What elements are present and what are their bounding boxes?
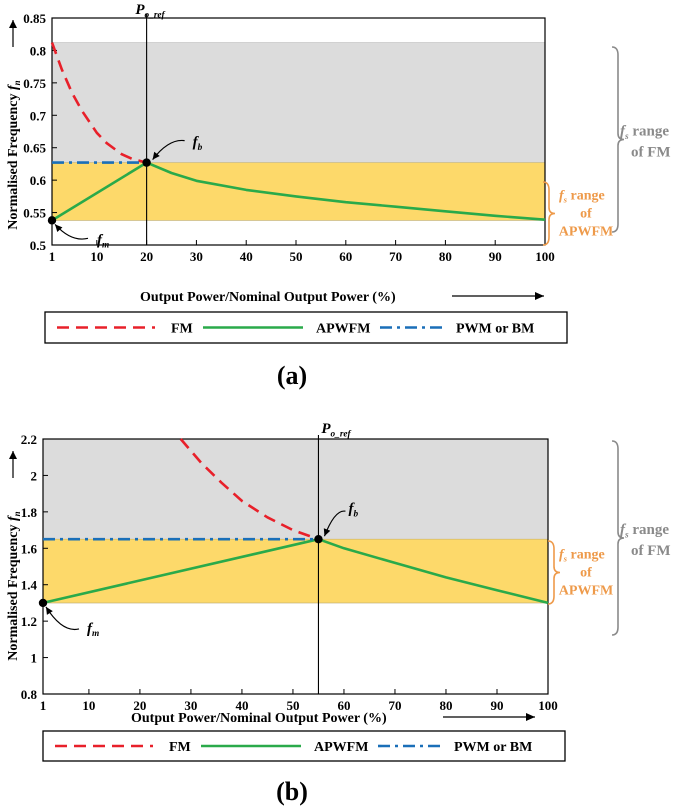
- legend-fm-label: FM: [171, 322, 193, 337]
- legend-fm-label: FM: [169, 740, 191, 755]
- panel-label: (a): [277, 361, 307, 390]
- y-tick-label: 0.7: [30, 108, 47, 123]
- x-tick-label: 80: [439, 698, 452, 713]
- legend-pwm-bm-label: PWM or BM: [454, 740, 532, 755]
- x-tick-label: 50: [290, 249, 303, 264]
- apwfm-line: [51, 161, 546, 222]
- apwfm-fs-band: [51, 162, 546, 221]
- fs-apwfm-label-line2: of: [580, 207, 592, 222]
- y-axis-label-group: Normalised Frequency fn: [6, 20, 22, 230]
- x-tick-label: 70: [389, 249, 402, 264]
- x-tick-label: 20: [140, 249, 153, 264]
- fs-apwfm-label-line3: APWFM: [559, 225, 613, 240]
- x-tick-label: 40: [240, 249, 253, 264]
- y-tick-label: 1.4: [21, 578, 38, 593]
- fs-apwfm-brace: [547, 540, 561, 605]
- apwfm-fs-band: [42, 538, 549, 604]
- panel-b: 1 10 20 30 40 50 60 70 80 90 1000.811.21.41.61.822…: [6, 421, 671, 806]
- x-tick-label: 10: [82, 698, 95, 713]
- marker-fb: [142, 158, 151, 167]
- fs-fm-label: fs range: [620, 124, 669, 142]
- y-axis-label-group: Normalised Frequency fn: [6, 451, 22, 661]
- x-tick-label: 1: [49, 249, 56, 264]
- legend-pwm-bm-label: PWM or BM: [456, 322, 534, 337]
- y-axis-label: Normalised Frequency fn: [6, 511, 22, 660]
- x-axis-label: Output Power/Nominal Output Power (%): [131, 711, 387, 726]
- marker-fb: [314, 534, 323, 544]
- x-tick-label: 60: [339, 249, 352, 264]
- x-tick-label: 60: [337, 698, 350, 713]
- y-tick-label: 1.6: [21, 541, 38, 556]
- x-tick-label: 100: [538, 698, 558, 713]
- fs-fm-brace: [611, 46, 625, 233]
- p-ref-label: Po_ref: [135, 2, 165, 20]
- x-tick-label: 90: [489, 249, 502, 264]
- y-tick-label: 0.65: [23, 141, 46, 156]
- x-axis-label: Output Power/Nominal Output Power (%): [140, 290, 396, 305]
- legend: FM APWFM PWM or BM: [42, 730, 566, 762]
- fb-label: fb: [193, 135, 203, 153]
- x-tick-label: 80: [439, 249, 452, 264]
- x-tick-label: 40: [235, 698, 248, 713]
- y-tick-label: 0.85: [23, 11, 46, 26]
- x-tick-label: 1: [40, 698, 47, 713]
- y-axis-arrowhead: [9, 20, 17, 28]
- x-tick-label: 100: [535, 249, 555, 264]
- x-tick-label: 30: [184, 698, 197, 713]
- fs-fm-brace: [611, 440, 625, 636]
- x-tick-label: 70: [388, 698, 401, 713]
- fs-fm-label-line2: of FM: [631, 145, 671, 161]
- y-tick-label: 0.8: [30, 43, 47, 58]
- y-tick-label: 0.8: [21, 687, 38, 702]
- fs-apwfm-label-line3: APWFM: [559, 584, 613, 599]
- plot-frame: [42, 438, 549, 695]
- x-tick-label: 10: [90, 249, 103, 264]
- fb-label: fb: [348, 501, 358, 519]
- y-axis-label: Normalised Frequency fn: [6, 80, 22, 229]
- fm-arrowhead: [46, 606, 53, 615]
- y-tick-label: 2: [31, 468, 38, 483]
- fb-arrowhead: [152, 151, 160, 160]
- fm-arrowhead: [55, 224, 63, 233]
- panel-label: (b): [276, 777, 308, 806]
- fb-arrowhead: [323, 528, 331, 537]
- fs-apwfm-label: fs range: [559, 188, 605, 204]
- fm-label: fm: [87, 621, 99, 639]
- y-tick-label: 0.6: [30, 173, 47, 188]
- fs-apwfm-label: fs range: [559, 547, 605, 563]
- y-tick-label: 0.5: [30, 238, 47, 253]
- x-tick-label: 50: [286, 698, 299, 713]
- y-tick-label: 1: [31, 651, 38, 666]
- fm-line: [50, 42, 147, 164]
- y-axis-arrowhead: [9, 451, 17, 459]
- y-tick-label: 1.2: [21, 614, 37, 629]
- fm-line: [179, 438, 319, 541]
- fs-apwfm-label-line2: of: [580, 566, 592, 581]
- x-axis-arrowhead: [526, 713, 535, 721]
- marker-fm: [47, 216, 57, 225]
- marker-fm: [38, 598, 48, 608]
- y-tick-label: 0.55: [23, 206, 46, 221]
- panel-a: 1 10 20 30 40 50 60 70 80 90 100 0.5 0.55 0.6 0.65 0.7 0…: [6, 2, 671, 390]
- fs-fm-label-line2: of FM: [631, 543, 671, 559]
- x-tick-label: 30: [190, 249, 203, 264]
- legend-apwfm-label: APWFM: [316, 322, 370, 337]
- fs-fm-label: fs range: [620, 522, 669, 540]
- x-tick-label: 90: [490, 698, 503, 713]
- fm-label: fm: [97, 232, 109, 250]
- x-tick-label: 20: [133, 698, 146, 713]
- y-tick-label: 0.75: [23, 76, 46, 91]
- legend-box: [42, 730, 566, 762]
- plot-frame: [51, 17, 546, 246]
- y-tick-label: 1.8: [21, 505, 38, 520]
- p-ref-label: Po_ref: [321, 421, 351, 439]
- legend-apwfm-label: APWFM: [314, 740, 368, 755]
- fs-apwfm-brace: [542, 181, 556, 246]
- legend-box: [44, 311, 568, 344]
- legend: FM APWFM PWM or BM: [44, 311, 568, 344]
- x-axis-arrowhead: [535, 292, 544, 300]
- y-tick-label: 2.2: [21, 432, 37, 447]
